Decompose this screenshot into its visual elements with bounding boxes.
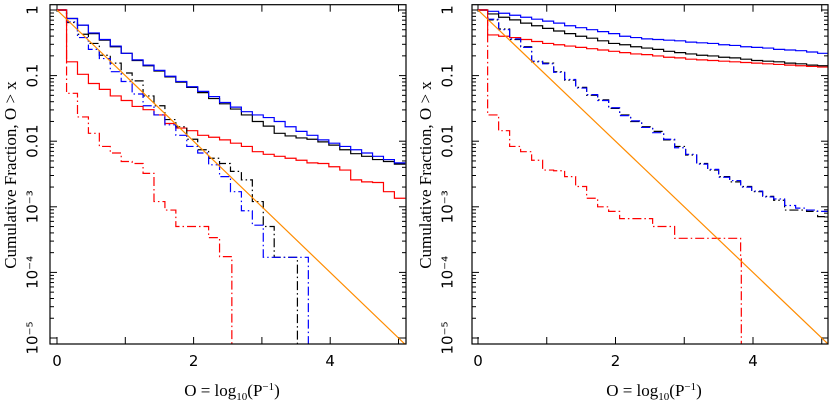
- x-axis-label-pre: O = log: [606, 381, 659, 400]
- x-tick-label: 4: [748, 352, 758, 370]
- y-tick-label: 10⁻⁴: [24, 256, 42, 289]
- chart-panel-right: 1 0.1 0.01 10⁻³ 10⁻⁴ 10⁻⁵ 0 2 4 Cumulative Fracti…: [416, 4, 829, 403]
- x-axis-label: O = log10(P−1): [184, 381, 280, 403]
- y-tick-label: 10⁻³: [439, 190, 457, 223]
- x-tick-label: 4: [325, 352, 335, 370]
- y-tick-label: 10⁻³: [24, 190, 42, 223]
- x-tick-label: 0: [473, 352, 483, 370]
- y-tick-label: 0.01: [24, 124, 42, 157]
- y-axis-label: Cumulative Fraction, O > x: [416, 81, 435, 269]
- plot-frame: [471, 4, 829, 345]
- reference-line-power-law: [477, 9, 828, 344]
- plot-area: [56, 9, 406, 344]
- plot-area: [477, 9, 828, 344]
- series-black-dashdot: [478, 9, 828, 218]
- x-axis-label-pre: O = log: [184, 381, 237, 400]
- plot-frame: [49, 4, 407, 345]
- x-axis-label-post: ): [696, 381, 702, 400]
- series-blue-solid: [57, 9, 406, 164]
- series-red-solid: [478, 9, 828, 68]
- series-black-dashdot: [57, 9, 299, 344]
- x-axis-label-mid: (P: [669, 381, 684, 400]
- series-red-dashdot: [478, 9, 742, 344]
- y-axis-label: Cumulative Fraction, O > x: [1, 81, 20, 269]
- series-red-solid: [57, 9, 406, 199]
- chart-panel-left: 1 0.1 0.01 10⁻³ 10⁻⁴ 10⁻⁵ 0 2 4 Cumulative Fracti…: [1, 4, 407, 403]
- x-axis-label-sup: −1: [684, 381, 696, 393]
- x-axis-label-mid: (P: [247, 381, 262, 400]
- y-tick-label: 1: [439, 5, 457, 15]
- reference-line-power-law: [56, 9, 406, 344]
- x-axis-label-sub: 10: [236, 391, 248, 403]
- y-tick-label: 0.1: [24, 64, 42, 88]
- y-tick-label: 10⁻⁵: [24, 321, 42, 354]
- series-black-solid: [478, 9, 828, 67]
- y-tick-label: 0.1: [439, 64, 457, 88]
- y-tick-label: 10⁻⁵: [439, 321, 457, 354]
- x-tick-label: 2: [611, 352, 621, 370]
- series-black-solid: [57, 9, 406, 165]
- x-axis-label: O = log10(P−1): [606, 381, 702, 403]
- x-axis-label-sub: 10: [658, 391, 670, 403]
- series-blue-dashdot: [478, 9, 828, 212]
- x-tick-label: 0: [52, 352, 62, 370]
- x-axis-label-sup: −1: [262, 381, 274, 393]
- series-red-dashdot: [57, 9, 233, 344]
- series-blue-solid: [478, 9, 828, 54]
- x-tick-label: 2: [189, 352, 199, 370]
- y-tick-label: 10⁻⁴: [439, 256, 457, 289]
- y-tick-label: 1: [24, 5, 42, 15]
- x-axis-label-post: ): [274, 381, 280, 400]
- y-tick-label: 0.01: [439, 124, 457, 157]
- series-blue-dashdot: [57, 9, 309, 344]
